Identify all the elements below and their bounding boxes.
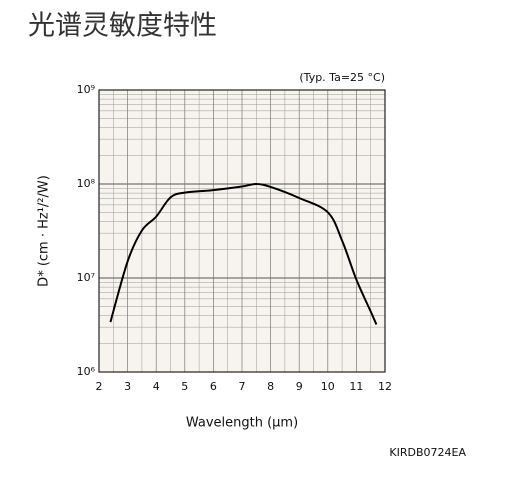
y-tick-label: 10⁹: [77, 83, 95, 96]
annotation: (Typ. Ta=25 °C): [299, 71, 385, 84]
plot-frame: [98, 89, 386, 373]
x-tick-label: 11: [349, 380, 363, 393]
x-tick-label: 2: [96, 380, 103, 393]
x-tick-label: 6: [210, 380, 217, 393]
chart-title: 光谱灵敏度特性: [28, 11, 217, 42]
y-axis-label: D* (cm · Hz¹/²/W): [37, 175, 52, 287]
x-tick-label: 10: [321, 380, 335, 393]
x-tick-label: 8: [267, 380, 274, 393]
x-tick-label: 7: [239, 380, 246, 393]
x-tick-label: 3: [124, 380, 131, 393]
data-line: [109, 182, 378, 325]
y-tick-label: 10⁷: [77, 271, 95, 284]
x-tick-label: 12: [378, 380, 392, 393]
x-axis-label: Wavelength (μm): [186, 416, 298, 431]
y-tick-label: 10⁸: [77, 177, 96, 190]
x-tick-label: 9: [296, 380, 303, 393]
x-tick-label: 4: [153, 380, 160, 393]
y-tick-label: 10⁶: [77, 365, 96, 378]
figure-code: KIRDB0724EA: [389, 446, 466, 459]
x-tick-label: 5: [181, 380, 188, 393]
